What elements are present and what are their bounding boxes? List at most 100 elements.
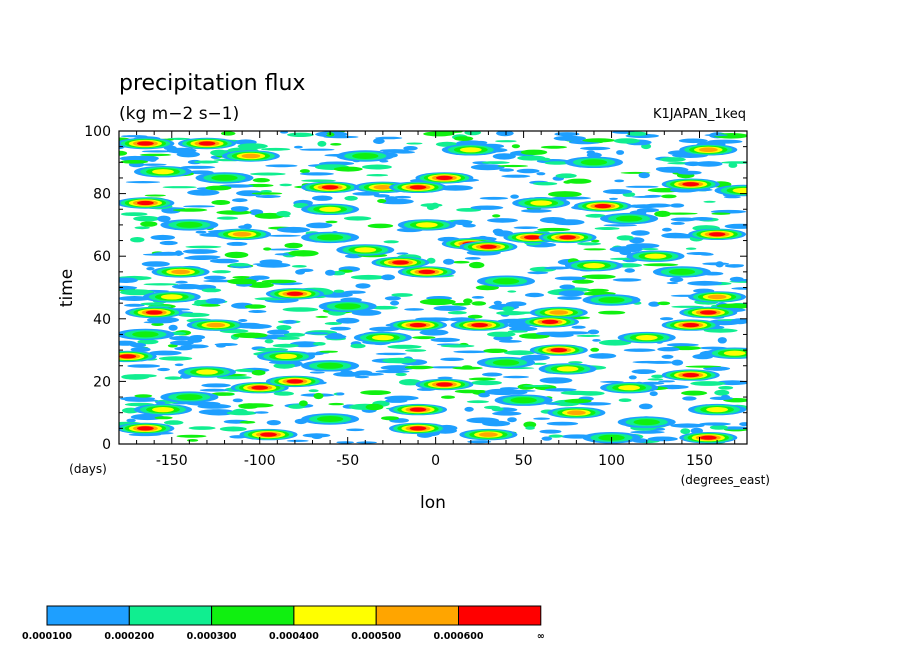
precip-streak [662,227,672,232]
x-tick-label: 50 [515,453,533,469]
precip-streak [180,165,216,169]
precip-streak [404,308,424,311]
precip-streak [430,337,461,343]
cell-level-3 [196,369,218,375]
precip-streak [526,157,550,161]
cell-level-5 [409,185,427,190]
precip-streak [325,269,336,276]
precip-streak [666,281,679,285]
precip-streak [733,264,745,267]
y-axis: 0 20 40 60 80 100 [84,124,747,453]
precip-streak [266,420,281,426]
precip-streak [177,312,210,318]
precip-streak [328,402,345,406]
precip-streak [582,138,616,143]
precip-cell [265,288,324,300]
precip-cell [415,172,474,184]
cell-level-4 [479,432,498,437]
precip-streak [654,210,671,217]
precip-streak [120,135,148,138]
precip-cell [389,181,447,193]
precip-streak [330,143,342,146]
y-tick-label: 60 [93,249,111,265]
cell-level-2 [492,278,520,285]
precip-streak [479,196,509,200]
precip-streak [205,298,226,305]
cell-level-3 [152,407,174,413]
precip-cell [661,178,720,190]
cell-level-4 [567,410,586,416]
precip-streak [681,390,708,396]
precip-streak [684,343,699,346]
precip-streak [219,426,247,432]
cell-level-5 [559,235,576,240]
precip-streak [216,216,239,220]
precip-streak [507,330,528,333]
precip-streak [224,251,249,259]
cell-level-5 [409,323,427,328]
precip-streak [707,139,743,144]
precip-streak [552,219,585,226]
precip-streak [383,149,404,153]
precip-streak [119,277,138,283]
precip-streak [319,350,339,353]
precip-streak [261,279,297,284]
precip-cell [459,241,518,253]
precip-streak [487,331,516,337]
precip-streak [704,134,728,137]
precip-streak [616,235,634,241]
precip-cell [441,144,500,156]
precip-streak [295,269,306,275]
precip-cell [301,203,360,215]
precip-streak [129,342,147,348]
precip-streak [299,169,310,174]
cell-level-5 [541,319,559,324]
precip-streak [687,280,723,286]
precip-streak [452,366,483,370]
precip-streak [251,369,266,376]
precip-streak [680,428,691,435]
cell-level-2 [316,234,344,241]
precip-streak [276,226,311,233]
precip-streak [174,363,184,367]
precip-streak [155,401,166,405]
y-axis-label: time [57,269,77,307]
precip-streak [714,389,730,396]
precip-streak [470,205,504,210]
precip-streak [686,252,712,255]
cell-level-3 [556,366,579,372]
precip-streak [367,223,394,229]
precip-streak [119,289,155,296]
precip-streak [168,324,178,331]
precip-streak [496,131,514,137]
precip-streak [403,146,418,151]
precip-streak [685,365,722,368]
precip-streak [243,223,252,230]
precip-streak [214,343,238,346]
precip-streak [504,350,535,356]
cell-level-3 [732,187,747,194]
precip-streak [284,242,303,249]
cell-level-5 [480,244,497,249]
precip-streak [313,392,324,400]
precip-streak [380,365,415,371]
precip-streak [127,364,161,368]
precip-streak [592,339,601,342]
precip-streak [699,422,731,426]
y-axis-units: (days) [69,462,107,476]
cell-level-3 [618,385,640,391]
precip-cell [318,300,377,312]
precip-streak [618,398,632,403]
cell-level-3 [723,350,746,356]
precip-streak [717,337,727,344]
precip-streak [373,138,385,145]
precip-streak [631,230,650,236]
precip-streak [266,248,300,251]
precip-streak [520,209,552,213]
precip-cell [301,413,360,425]
precip-streak [703,328,738,333]
precip-streak [232,408,248,415]
cell-level-5 [137,200,154,206]
precip-streak [276,336,300,340]
